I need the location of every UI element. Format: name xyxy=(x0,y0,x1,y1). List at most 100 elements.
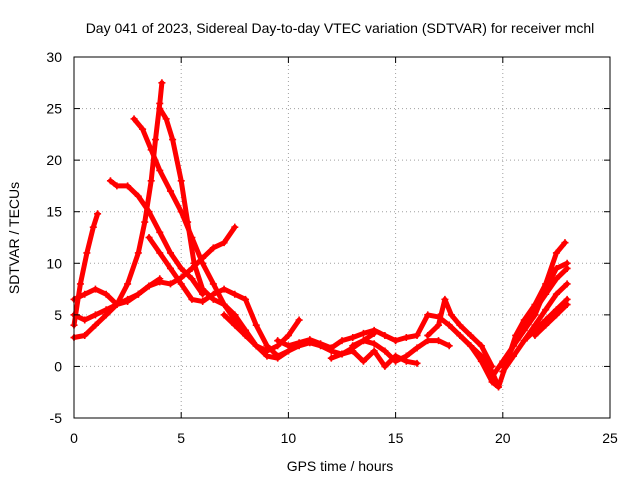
data-point xyxy=(488,373,496,381)
data-point xyxy=(199,285,207,293)
data-point xyxy=(552,249,560,257)
data-point xyxy=(169,136,177,144)
data-point xyxy=(102,306,110,314)
data-point xyxy=(209,290,217,298)
data-point xyxy=(402,334,410,342)
y-tick-label: 5 xyxy=(54,307,62,323)
data-point xyxy=(552,264,560,272)
data-point xyxy=(81,290,89,298)
data-point xyxy=(424,331,432,339)
data-point xyxy=(370,326,378,334)
series-line xyxy=(146,235,377,359)
y-tick-label: 15 xyxy=(46,204,62,220)
data-point xyxy=(130,115,138,123)
data-point xyxy=(510,352,518,360)
series-arc-l xyxy=(349,337,453,365)
data-point xyxy=(359,357,367,365)
data-point xyxy=(134,249,142,257)
data-point xyxy=(199,297,207,305)
data-point xyxy=(456,331,464,339)
data-point xyxy=(113,301,121,309)
data-point xyxy=(531,326,539,334)
data-point xyxy=(370,347,378,355)
data-point xyxy=(338,350,346,358)
data-point xyxy=(124,280,132,288)
data-point xyxy=(563,280,571,288)
x-tick-label: 15 xyxy=(388,430,404,446)
data-point xyxy=(392,357,400,365)
data-point xyxy=(147,146,155,154)
data-point xyxy=(477,342,485,350)
data-point xyxy=(158,79,166,87)
x-tick-label: 10 xyxy=(281,430,297,446)
data-point xyxy=(317,340,325,348)
series-arc-t xyxy=(520,295,571,345)
data-point xyxy=(295,316,303,324)
data-point xyxy=(510,342,518,350)
data-point xyxy=(381,331,389,339)
data-point xyxy=(81,316,89,324)
data-point xyxy=(166,249,174,257)
data-point xyxy=(563,295,571,303)
data-point xyxy=(284,342,292,350)
data-point xyxy=(370,340,378,348)
data-point xyxy=(499,368,507,376)
grid-lines xyxy=(74,57,610,418)
data-point xyxy=(263,352,271,360)
data-point xyxy=(306,336,314,344)
data-point xyxy=(520,337,528,345)
data-point xyxy=(456,321,464,329)
data-point xyxy=(495,383,503,391)
data-point xyxy=(284,331,292,339)
data-point xyxy=(231,290,239,298)
y-tick-label: -5 xyxy=(50,410,63,426)
data-point xyxy=(467,342,475,350)
data-point xyxy=(91,285,99,293)
series-line xyxy=(425,296,495,369)
y-axis-label: SDTVAR / TECUs xyxy=(6,182,22,294)
data-point xyxy=(188,275,196,283)
data-point xyxy=(220,285,228,293)
series-arc-j xyxy=(274,326,400,352)
y-tick-label: 20 xyxy=(46,152,62,168)
data-point xyxy=(190,259,198,267)
data-point xyxy=(156,166,164,174)
y-tick-label: 10 xyxy=(46,255,62,271)
x-tick-label: 25 xyxy=(602,430,618,446)
data-point xyxy=(151,136,159,144)
data-point xyxy=(413,359,421,367)
data-point xyxy=(542,306,550,314)
data-point xyxy=(263,342,271,350)
series-line xyxy=(532,302,570,338)
data-point xyxy=(231,223,239,231)
data-point xyxy=(552,306,560,314)
y-tick-labels: -5 0 5 10 15 20 25 30 xyxy=(46,49,62,426)
data-point xyxy=(531,306,539,314)
series-line xyxy=(71,224,238,323)
data-point xyxy=(89,223,97,231)
data-point xyxy=(477,357,485,365)
data-point xyxy=(124,295,132,303)
chart-title: Day 041 of 2023, Sidereal Day-to-day VTE… xyxy=(86,20,595,36)
data-point xyxy=(220,311,228,319)
data-point xyxy=(447,311,455,319)
series-line xyxy=(107,178,206,297)
data-point xyxy=(177,177,185,185)
data-point xyxy=(106,177,114,185)
data-point xyxy=(563,264,571,272)
data-point xyxy=(561,239,569,247)
data-point xyxy=(166,264,174,272)
data-point xyxy=(177,264,185,272)
data-point xyxy=(327,354,335,362)
y-tick-label: 30 xyxy=(46,49,62,65)
data-point xyxy=(177,280,185,288)
data-point xyxy=(552,275,560,283)
data-point xyxy=(467,331,475,339)
data-point xyxy=(91,321,99,329)
axis-ticks xyxy=(73,56,611,419)
data-point xyxy=(327,344,335,352)
data-point xyxy=(231,321,239,329)
data-point xyxy=(209,280,217,288)
